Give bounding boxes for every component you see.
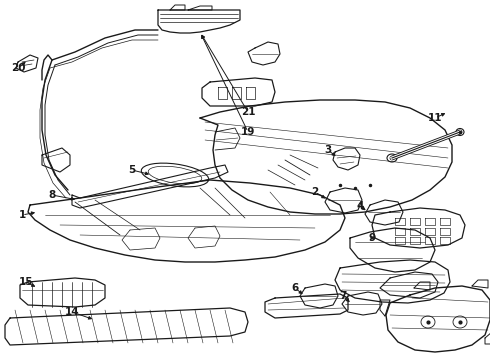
Text: 4: 4 — [356, 201, 364, 211]
Text: 20: 20 — [11, 63, 25, 73]
Text: 5: 5 — [128, 165, 136, 175]
Text: 7: 7 — [339, 291, 347, 301]
Text: 9: 9 — [368, 233, 375, 243]
Text: 11: 11 — [428, 113, 442, 123]
Text: 14: 14 — [65, 307, 79, 317]
Text: 2: 2 — [311, 187, 318, 197]
Ellipse shape — [387, 154, 397, 162]
Ellipse shape — [456, 129, 464, 135]
Text: 15: 15 — [19, 277, 33, 287]
Text: 6: 6 — [292, 283, 298, 293]
Text: 19: 19 — [241, 127, 255, 137]
Text: 1: 1 — [19, 210, 25, 220]
Text: 21: 21 — [241, 107, 255, 117]
Text: 3: 3 — [324, 145, 332, 155]
Text: 8: 8 — [49, 190, 56, 200]
